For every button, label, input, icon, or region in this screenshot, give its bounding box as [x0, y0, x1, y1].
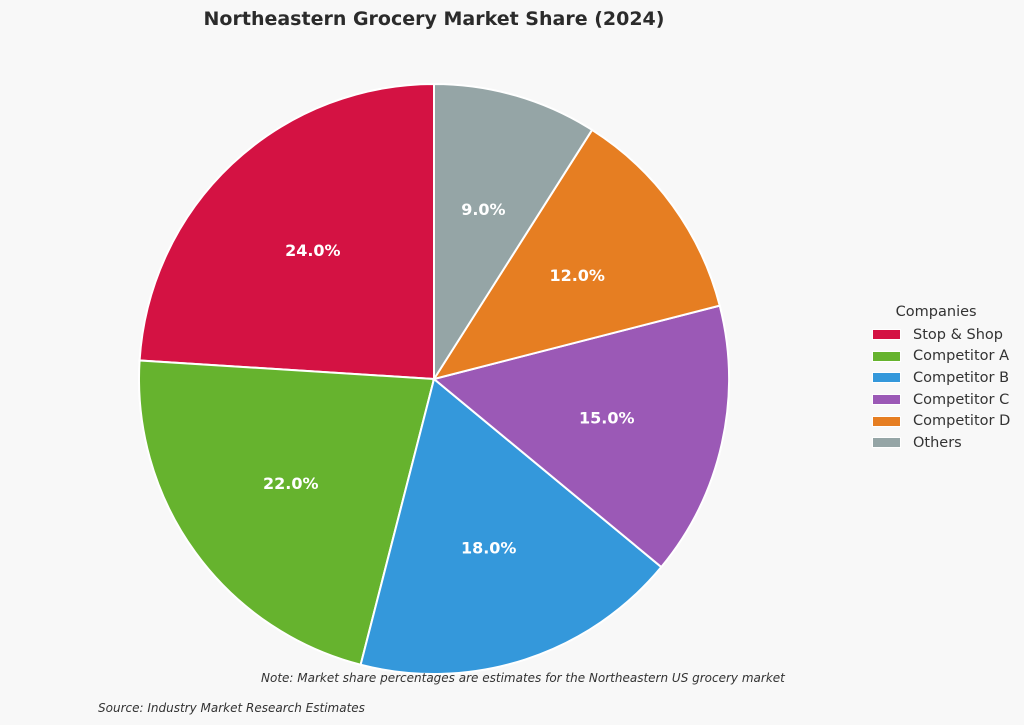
legend-item: Competitor A [872, 346, 1010, 368]
legend-item: Competitor D [872, 410, 1010, 432]
slice-label-5: 9.0% [461, 200, 505, 219]
legend-item: Others [872, 432, 1010, 454]
slice-label-0: 24.0% [285, 241, 341, 260]
legend-title: Companies [895, 304, 977, 320]
pie-slice-3 [431, 304, 730, 569]
pie-slice-4 [431, 128, 721, 381]
legend-item: Competitor B [872, 367, 1010, 389]
legend-item: Stop & Shop [872, 324, 1010, 346]
legend-swatch [872, 415, 901, 427]
legend-label: Competitor B [913, 369, 1010, 386]
legend-swatch [872, 394, 901, 406]
chart-source: Source: Industry Market Research Estimat… [98, 701, 365, 715]
chart-title: Northeastern Grocery Market Share (2024) [203, 8, 665, 30]
pie-slice-2 [359, 377, 663, 675]
legend: Companies Stop & Shop Competitor A Competi… [872, 304, 1010, 454]
legend-item: Competitor C [872, 389, 1010, 411]
legend-swatch [872, 372, 901, 384]
pie-slice-0 [138, 82, 435, 381]
legend-label: Competitor C [913, 391, 1010, 408]
legend-swatch [872, 350, 901, 362]
legend-label: Competitor A [913, 348, 1010, 365]
chart-note: Note: Market share percentages are estim… [261, 671, 785, 685]
legend-swatch [872, 437, 901, 449]
slice-label-2: 18.0% [461, 538, 517, 557]
legend-swatch [872, 329, 901, 341]
legend-label: Others [913, 434, 962, 451]
pie-slice-5 [433, 82, 594, 383]
legend-label: Competitor D [913, 413, 1011, 430]
slice-label-4: 12.0% [549, 266, 605, 285]
slice-label-3: 15.0% [579, 409, 635, 428]
slice-label-1: 22.0% [263, 474, 319, 493]
pie-slice-1 [138, 359, 436, 666]
legend-label: Stop & Shop [913, 326, 1003, 343]
